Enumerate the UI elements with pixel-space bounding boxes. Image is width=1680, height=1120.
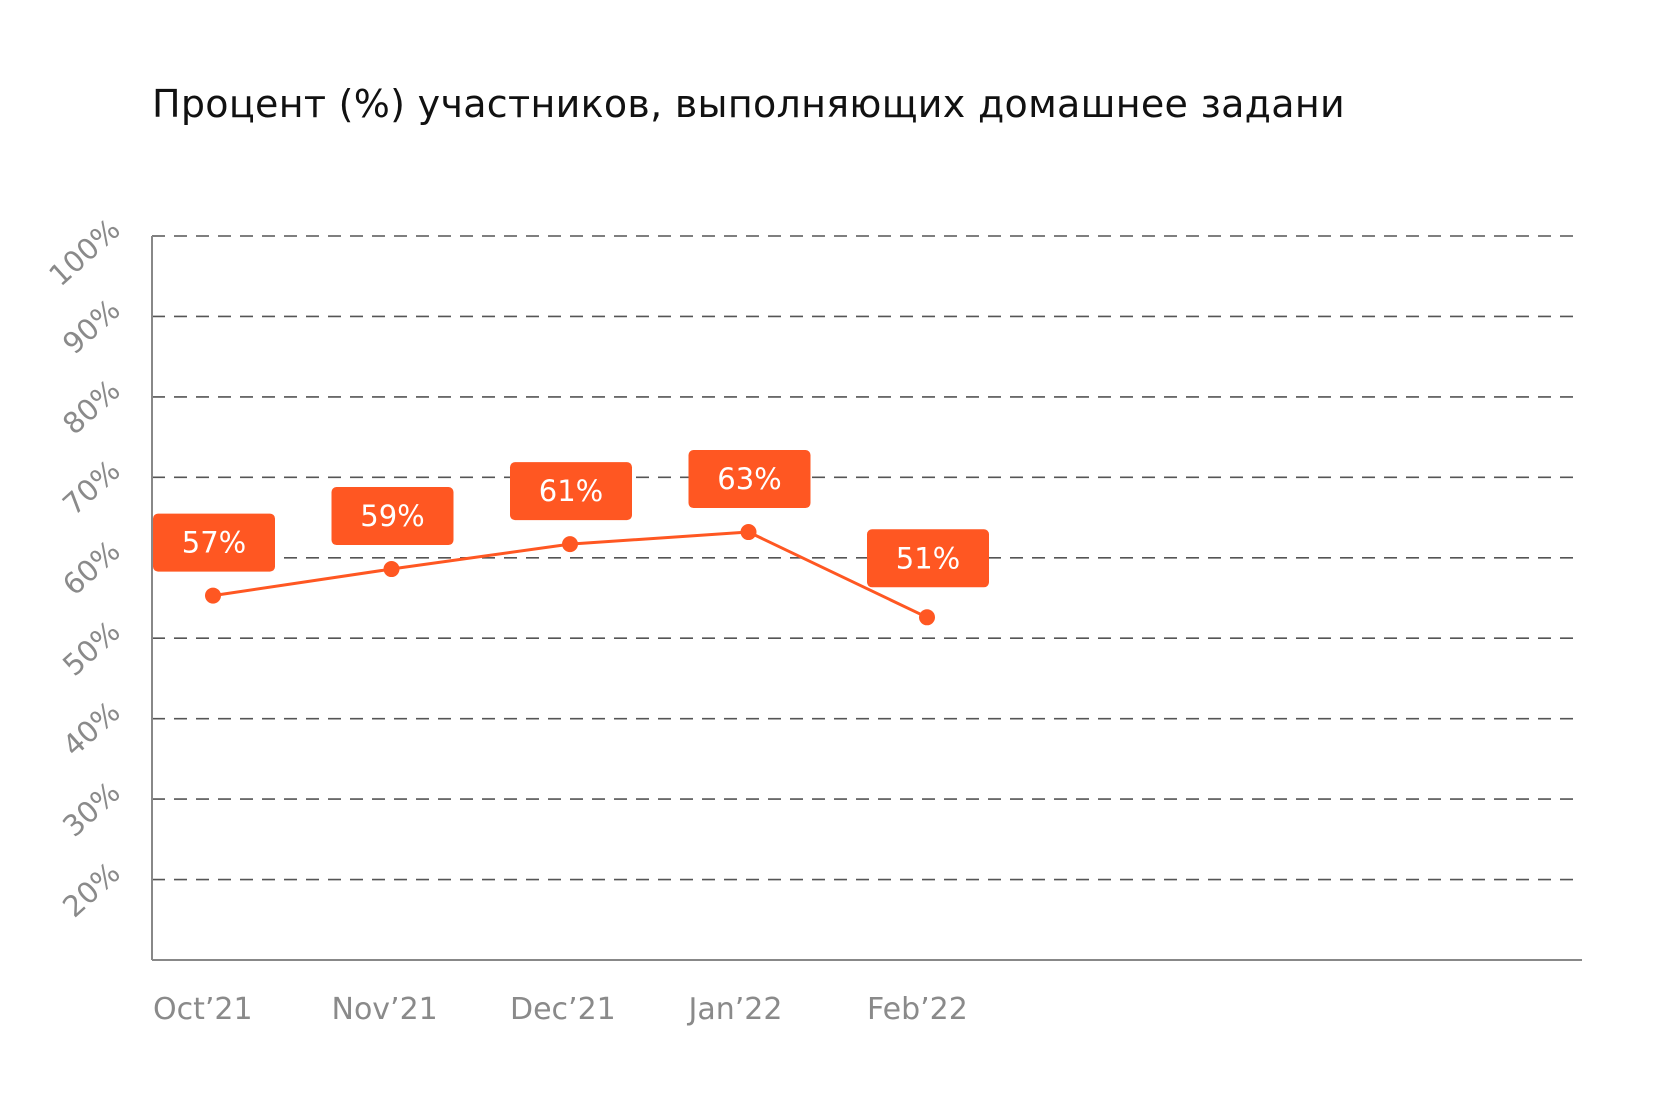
data-point [562,536,578,553]
data-point [383,561,400,578]
data-label: 61% [539,474,603,508]
y-tick-label: 60% [56,534,127,602]
x-tick-label: Jan’22 [687,992,783,1027]
data-point [919,609,935,626]
x-tick-label: Feb’22 [867,992,968,1027]
data-label: 63% [717,462,781,496]
y-tick-label: 50% [56,614,127,682]
data-label: 51% [896,541,960,575]
data-label-badge [510,462,632,521]
y-tick-label: 100% [42,212,126,293]
y-tick-label: 90% [56,292,127,360]
data-label: 59% [360,499,424,533]
data-label-badge [867,529,989,588]
y-tick-label: 20% [56,855,127,923]
data-label-badge [688,450,811,509]
x-tick-label: Oct’21 [153,992,253,1027]
y-tick-label: 80% [56,373,127,441]
chart-title: Процент (%) участников, выполняющих дома… [152,82,1345,126]
x-tick-label: Dec’21 [510,992,616,1027]
y-tick-label: 70% [56,453,127,521]
y-tick-label: 30% [56,775,127,843]
data-point [740,524,757,541]
x-tick-label: Nov’21 [332,992,438,1027]
data-label-badge [331,487,454,546]
data-label-badge [153,513,275,572]
y-tick-label: 40% [56,695,127,763]
data-label: 57% [182,526,246,560]
data-point [205,587,221,604]
